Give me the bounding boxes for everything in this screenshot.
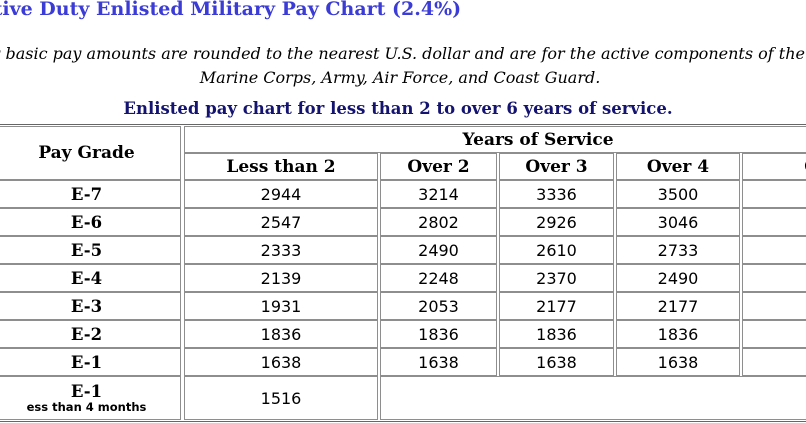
pay-grade-cell: E-2 bbox=[0, 320, 181, 348]
pay-value-cell: 1836 bbox=[499, 320, 614, 348]
pay-value-cell: 1638 bbox=[499, 348, 614, 376]
pay-value-cell: 3500 bbox=[616, 180, 740, 208]
pay-grade-label: E-1 bbox=[70, 381, 103, 401]
pay-value-cell: 36 bbox=[742, 180, 806, 208]
pay-value-cell: 2547 bbox=[184, 208, 378, 236]
table-caption: Enlisted pay chart for less than 2 to ov… bbox=[123, 99, 673, 118]
column-header-1: Less than 2 bbox=[184, 153, 378, 180]
pay-value-cell: 25 bbox=[742, 264, 806, 292]
pay-value-cell: 3336 bbox=[499, 180, 614, 208]
pay-value-cell: 1516 bbox=[184, 376, 378, 420]
pay-value-cell: 2053 bbox=[380, 292, 497, 320]
page-title: ctive Duty Enlisted Military Pay Chart (… bbox=[0, 0, 462, 20]
pay-grade-cell: E-7 bbox=[0, 180, 181, 208]
pay-grade-cell: E-3 bbox=[0, 292, 181, 320]
pay-value-cell: 1836 bbox=[616, 320, 740, 348]
column-header-5: Ove bbox=[742, 153, 806, 180]
pay-value-cell: 2944 bbox=[184, 180, 378, 208]
pay-value-cell: 1638 bbox=[184, 348, 378, 376]
pay-value-cell: 16 bbox=[742, 348, 806, 376]
pay-grade-cell-e1-under-4-months: E-1 ess than 4 months bbox=[0, 376, 181, 420]
pay-value-cell: 2733 bbox=[616, 236, 740, 264]
pay-value-cell: 2248 bbox=[380, 264, 497, 292]
pay-value-cell: 2177 bbox=[616, 292, 740, 320]
pay-value-cell: 2490 bbox=[616, 264, 740, 292]
pay-grade-header: Pay Grade bbox=[0, 126, 181, 180]
pay-value-cell: 3214 bbox=[380, 180, 497, 208]
pay-value-cell: 1931 bbox=[184, 292, 378, 320]
pay-grade-cell: E-1 bbox=[0, 348, 181, 376]
pay-value-cell: 18 bbox=[742, 320, 806, 348]
pay-value-cell: 2490 bbox=[380, 236, 497, 264]
intro-line-1: nly basic pay amounts are rounded to the… bbox=[0, 44, 806, 63]
table-frame bbox=[0, 124, 806, 422]
pay-value-cell: 29 bbox=[742, 236, 806, 264]
pay-value-cell: 2139 bbox=[184, 264, 378, 292]
pay-value-cell: 31 bbox=[742, 208, 806, 236]
pay-value-cell: 2333 bbox=[184, 236, 378, 264]
column-header-2: Over 2 bbox=[380, 153, 497, 180]
pay-value-cell: 2177 bbox=[499, 292, 614, 320]
pay-grade-cell: E-6 bbox=[0, 208, 181, 236]
pay-grade-cell: E-4 bbox=[0, 264, 181, 292]
column-header-3: Over 3 bbox=[499, 153, 614, 180]
intro-text: nly basic pay amounts are rounded to the… bbox=[0, 42, 806, 90]
pay-value-cell: 3046 bbox=[616, 208, 740, 236]
empty-cell bbox=[380, 376, 806, 420]
pay-value-cell: 2802 bbox=[380, 208, 497, 236]
pay-value-cell: 1638 bbox=[380, 348, 497, 376]
pay-value-cell: 21 bbox=[742, 292, 806, 320]
pay-value-cell: 1836 bbox=[380, 320, 497, 348]
pay-value-cell: 2610 bbox=[499, 236, 614, 264]
years-of-service-header: Years of Service bbox=[184, 126, 806, 153]
pay-value-cell: 2926 bbox=[499, 208, 614, 236]
pay-value-cell: 1836 bbox=[184, 320, 378, 348]
pay-grade-cell: E-5 bbox=[0, 236, 181, 264]
intro-line-2: Marine Corps, Army, Air Force, and Coast… bbox=[199, 68, 601, 87]
pay-table: Pay Grade Years of Service Less than 2 Over… bbox=[0, 122, 806, 423]
pay-grade-note: ess than 4 months bbox=[26, 399, 147, 414]
column-header-4: Over 4 bbox=[616, 153, 740, 180]
pay-value-cell: 1638 bbox=[616, 348, 740, 376]
pay-value-cell: 2370 bbox=[499, 264, 614, 292]
